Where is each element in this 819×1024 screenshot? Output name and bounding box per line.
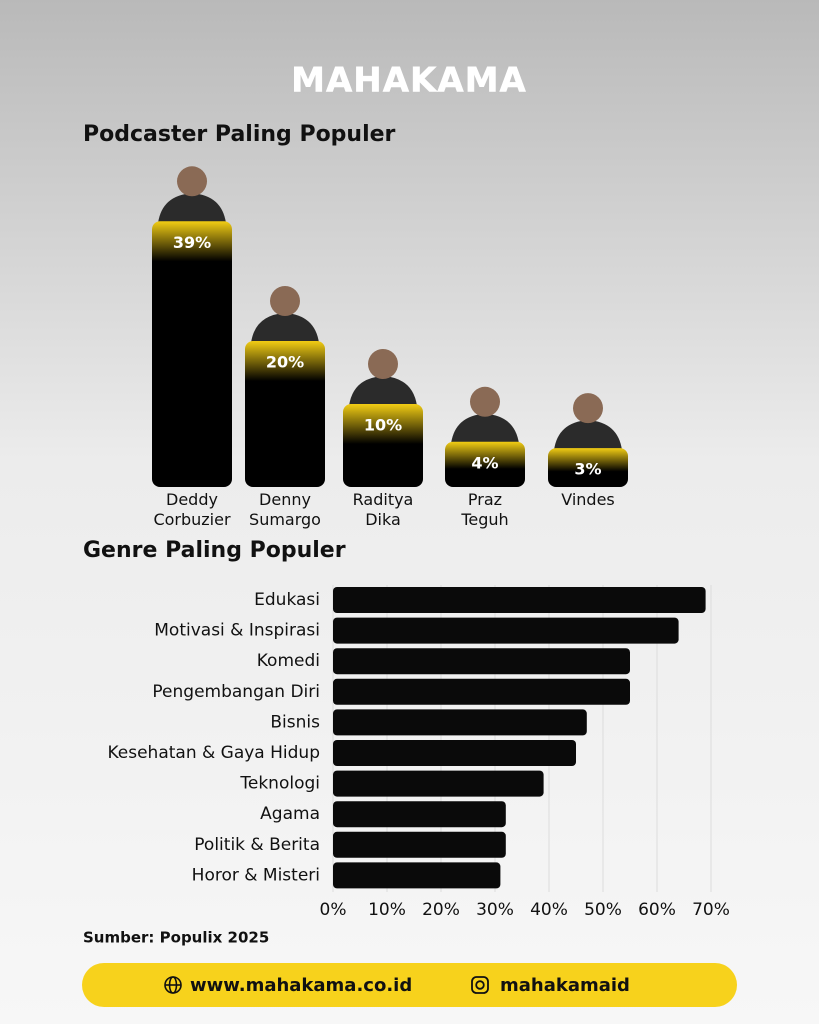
bar [333,678,630,705]
x-tick-label: 40% [530,900,568,920]
x-tick-label: 0% [320,900,347,920]
value-label: 3% [574,460,601,479]
source-note: Sumber: Populix 2025 [83,929,269,947]
y-tick-label: Teknologi [239,774,320,794]
y-tick-label: Komedi [257,651,320,671]
bar [333,740,576,766]
y-tick-label: Agama [260,804,320,824]
x-tick-label: 20% [422,900,460,920]
x-tick-label: 70% [692,900,730,920]
y-tick-label: Kesehatan & Gaya Hidup [107,743,320,763]
x-tick-label: Praz Teguh [460,490,508,529]
portrait [158,193,226,224]
portrait [368,349,398,379]
instagram-handle[interactable]: mahakamaid [500,975,630,996]
website-link[interactable]: www.mahakama.co.id [190,975,412,996]
portrait [451,413,519,444]
y-tick-label: Motivasi & Inspirasi [154,621,320,641]
x-tick-label: Vindes [561,490,615,509]
bar [333,648,630,675]
portrait [251,313,319,343]
portrait [470,386,500,417]
x-tick-label: 50% [584,900,622,920]
y-tick-label: Horor & Misteri [192,865,320,885]
value-label: 20% [266,353,304,372]
bar [333,617,679,644]
bar [548,448,628,487]
globe-icon [164,976,182,994]
instagram-icon [471,976,489,994]
x-tick-label: 10% [368,900,406,920]
bar [333,709,587,736]
bar [333,801,506,828]
y-tick-label: Politik & Berita [194,835,320,855]
x-tick-label: Raditya Dika [353,490,414,529]
y-tick-label: Edukasi [254,590,320,610]
x-tick-label: 60% [638,900,676,920]
portrait [177,166,207,197]
portrait [349,376,417,406]
footer-bar [82,963,737,1007]
x-tick-label: 30% [476,900,514,920]
bar [333,770,544,797]
x-tick-label: Deddy Corbuzier [153,490,231,529]
bar [333,587,706,613]
bar [245,341,325,487]
x-tick-label: Denny Sumargo [249,490,321,529]
y-tick-label: Pengembangan Diri [152,682,320,702]
value-label: 10% [364,416,402,435]
portrait [554,420,622,451]
portrait [573,393,603,424]
chart-title: Genre Paling Populer [83,538,346,563]
value-label: 4% [471,453,498,472]
y-tick-label: Bisnis [270,712,320,732]
bar [152,221,232,488]
bar [333,831,506,858]
bar [445,441,525,487]
bar [343,404,423,487]
value-label: 39% [173,233,211,252]
bar [333,862,501,889]
portrait [270,286,300,316]
brand-logo: MAHAKAMA [291,61,527,101]
chart-title: Podcaster Paling Populer [83,122,396,147]
